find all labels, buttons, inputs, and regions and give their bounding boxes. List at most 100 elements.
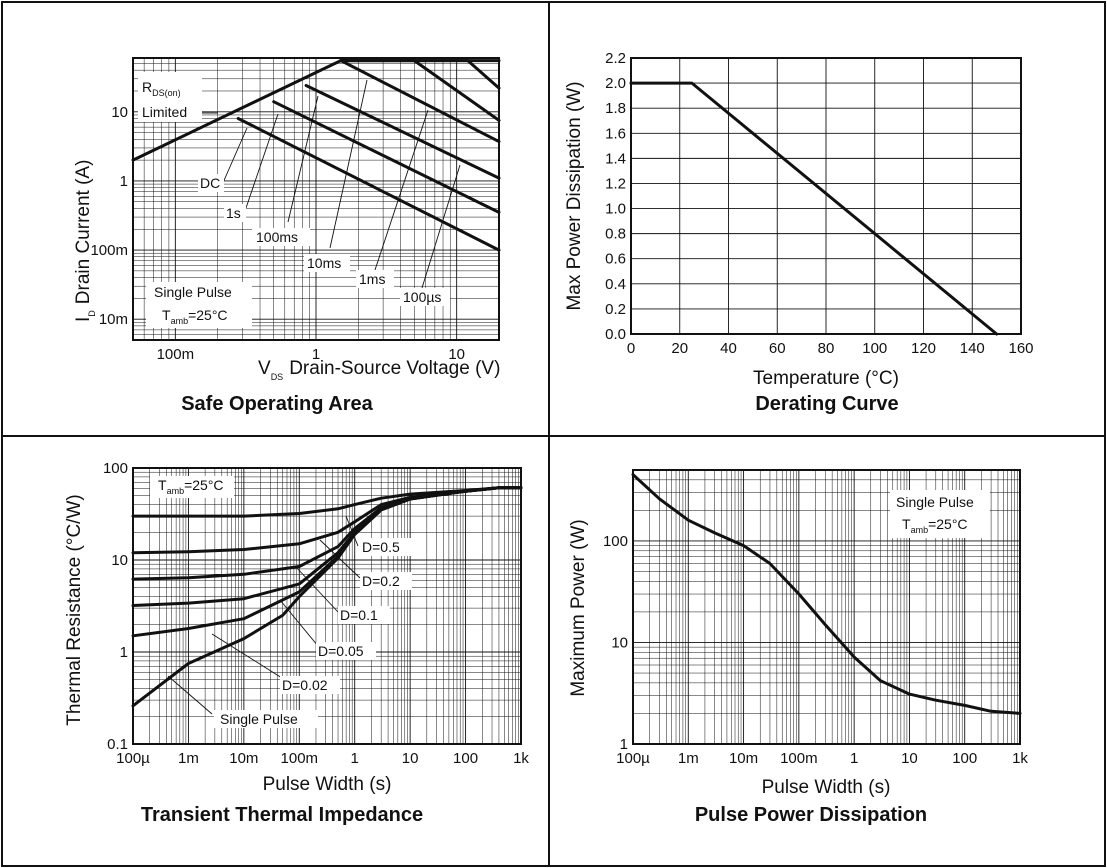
y-tick-label: 1.0 xyxy=(605,201,626,218)
x-tick-label: 100m xyxy=(281,750,319,767)
plot-frame xyxy=(132,57,500,341)
single-pulse-label: Single Pulse xyxy=(220,711,298,727)
x-tick-label: 100 xyxy=(862,340,887,357)
d02-leader xyxy=(319,539,361,579)
x-tick-label: 10 xyxy=(402,750,419,767)
10ms-leader xyxy=(329,79,368,249)
100us-label: 100µs xyxy=(403,289,441,305)
d002-label: D=0.02 xyxy=(282,677,328,693)
d002-label-box xyxy=(280,676,340,694)
10ms-label: 10ms xyxy=(307,255,341,271)
curves xyxy=(131,486,523,708)
y-tick-label: 100 xyxy=(103,460,128,477)
plot-frame xyxy=(632,469,1021,745)
x-tick-label: 100m xyxy=(157,346,195,363)
chart-title: Derating Curve xyxy=(755,393,898,415)
tick-labels: 0 20 40 60 80 100 120 140 160 0.0 0.2 0.4 0.6 0.8 1.0 1… xyxy=(605,50,1033,357)
curve-100ms xyxy=(304,84,501,180)
d002-leader xyxy=(211,633,283,679)
sp-leader xyxy=(167,675,213,715)
curves xyxy=(629,81,999,336)
curve-dc xyxy=(236,117,501,252)
100ms-label-box xyxy=(252,228,310,246)
x-tick-label: 1k xyxy=(1012,750,1028,767)
grid xyxy=(630,57,1022,335)
d005-label-box xyxy=(316,642,376,660)
y-tick-label: 1.6 xyxy=(605,125,626,142)
x-tick-label: 60 xyxy=(769,340,786,357)
x-tick-label: 120 xyxy=(911,340,936,357)
y-tick-label: 1 xyxy=(620,736,628,753)
x-tick-label: 80 xyxy=(818,340,835,357)
sp-label-box xyxy=(146,282,252,328)
x-tick-label: 100 xyxy=(952,750,977,767)
y-tick-label: 0.0 xyxy=(605,326,626,343)
curve-single-pulse xyxy=(131,486,523,708)
derating-curve-chart: 0 20 40 60 80 100 120 140 160 0.0 0.2 0.4 0.6 0.8 1.0 1… xyxy=(564,50,1034,415)
y-tick-label: 0.1 xyxy=(107,736,128,753)
y-axis-label: Max Power Dissipation (W) xyxy=(564,81,585,310)
x-tick-label: 160 xyxy=(1008,340,1033,357)
tick-labels: 100m 1 10 10m 100m 1 10 xyxy=(90,104,465,363)
plot-frame xyxy=(630,57,1022,335)
y-axis-label: Thermal Resistance (°C/W) xyxy=(64,494,85,725)
y-tick-label: 10 xyxy=(111,104,128,121)
limited-label: Limited xyxy=(142,104,187,120)
x-tick-label: 0 xyxy=(627,340,635,357)
dc-leader xyxy=(221,127,248,186)
x-tick-label: 1 xyxy=(850,750,858,767)
x-tick-label: 1k xyxy=(513,750,529,767)
y-tick-label: 10m xyxy=(99,311,128,328)
1s-label: 1s xyxy=(226,205,241,221)
tamb-label-box xyxy=(150,476,234,498)
y-tick-label: 100m xyxy=(90,242,128,259)
tamb-label: Tamb=25°C xyxy=(158,477,224,496)
tamb-label: Tamb=25°C xyxy=(902,516,968,535)
d02-label-box xyxy=(360,572,412,590)
tamb-label: Tamb=25°C xyxy=(162,307,228,326)
100us-leader xyxy=(421,164,461,289)
pulse-power-dissipation-chart: 100µ 1m 10m 100m 1 10 100 1k 1 10 100 Single Pulse… xyxy=(568,469,1028,826)
100ms-leader xyxy=(287,95,319,223)
d01-label: D=0.1 xyxy=(340,607,378,623)
y-tick-label: 1 xyxy=(120,173,128,190)
sp-label-box xyxy=(214,710,318,728)
tick-labels: 100µ 1m 10m 100m 1 10 100 1k 1 10 100 xyxy=(603,533,1028,767)
curve-single-pulse xyxy=(631,473,1022,715)
curve-rds-on-limited xyxy=(131,59,343,162)
rds-label-box xyxy=(138,72,202,122)
sp-label-box xyxy=(890,490,990,538)
y-tick-label: 1.8 xyxy=(605,100,626,117)
d05-label-box xyxy=(360,538,412,556)
10ms-label-box xyxy=(304,254,350,272)
y-tick-label: 1 xyxy=(120,644,128,661)
chart-title: Pulse Power Dissipation xyxy=(695,804,927,826)
d01-leader xyxy=(295,566,339,613)
tick-labels: 100µ 1m 10m 100m 1 10 100 1k 0.1 1 10 100 xyxy=(103,460,529,767)
y-tick-label: 100 xyxy=(603,533,628,550)
y-tick-label: 2.0 xyxy=(605,75,626,92)
d02-label: D=0.2 xyxy=(362,573,400,589)
chart-title: Safe Operating Area xyxy=(181,393,373,415)
y-tick-label: 1.2 xyxy=(605,175,626,192)
x-tick-label: 100m xyxy=(780,750,818,767)
x-tick-label: 10m xyxy=(229,750,258,767)
x-tick-label: 140 xyxy=(960,340,985,357)
d01-label-box xyxy=(338,606,390,624)
x-tick-label: 40 xyxy=(720,340,737,357)
x-axis-label: Pulse Width (s) xyxy=(762,777,891,798)
x-tick-label: 20 xyxy=(671,340,688,357)
1s-label-box xyxy=(224,204,246,222)
y-tick-label: 0.2 xyxy=(605,301,626,318)
1s-leader xyxy=(245,113,279,209)
d005-label: D=0.05 xyxy=(318,643,364,659)
curve-series xyxy=(629,81,999,336)
x-tick-label: 10 xyxy=(901,750,918,767)
grid xyxy=(133,468,521,744)
x-tick-label: 100µ xyxy=(116,750,150,767)
x-axis-label: Pulse Width (s) xyxy=(263,774,392,795)
annotations: D=0.5 D=0.2 D=0.1 D=0.05 D=0.02 Single P… xyxy=(150,476,412,728)
d05-label: D=0.5 xyxy=(362,539,400,555)
